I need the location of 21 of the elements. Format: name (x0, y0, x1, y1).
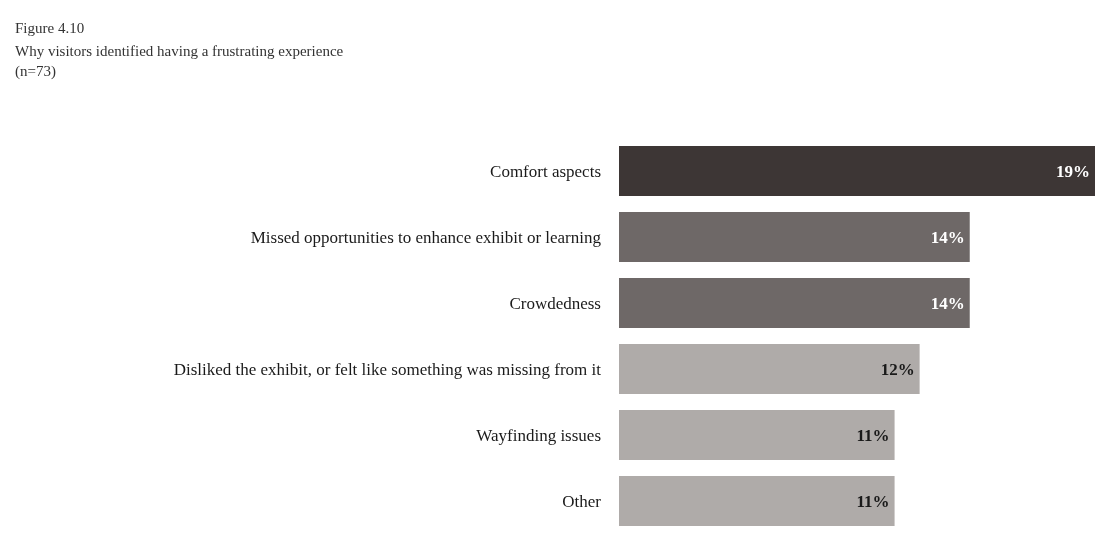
data-label: 19% (1056, 161, 1090, 181)
y-tick-label: Disliked the exhibit, or felt like something was missing from it (173, 359, 602, 379)
y-tick-label: Missed opportunities to enhance exhibit or learning (250, 227, 602, 247)
data-label: 11% (856, 425, 890, 445)
data-label: 12% (880, 359, 915, 379)
bar (619, 211, 970, 263)
bar (619, 145, 1095, 197)
bar (619, 475, 895, 527)
bar (619, 277, 970, 329)
y-tick-label: Other (562, 491, 602, 511)
y-tick-label: Wayfinding issues (476, 425, 601, 445)
data-label: 14% (930, 227, 965, 247)
bar (619, 343, 920, 395)
text: (n=73) (15, 62, 56, 80)
bar (619, 409, 895, 461)
y-tick-label: Comfort aspects (490, 161, 601, 181)
data-label: 14% (930, 293, 965, 313)
text: Why visitors identified having a frustrating experience (15, 42, 344, 59)
text: Figure 4.10 (15, 19, 85, 36)
y-tick-label: Crowdedness (509, 293, 601, 313)
data-label: 11% (856, 491, 890, 511)
